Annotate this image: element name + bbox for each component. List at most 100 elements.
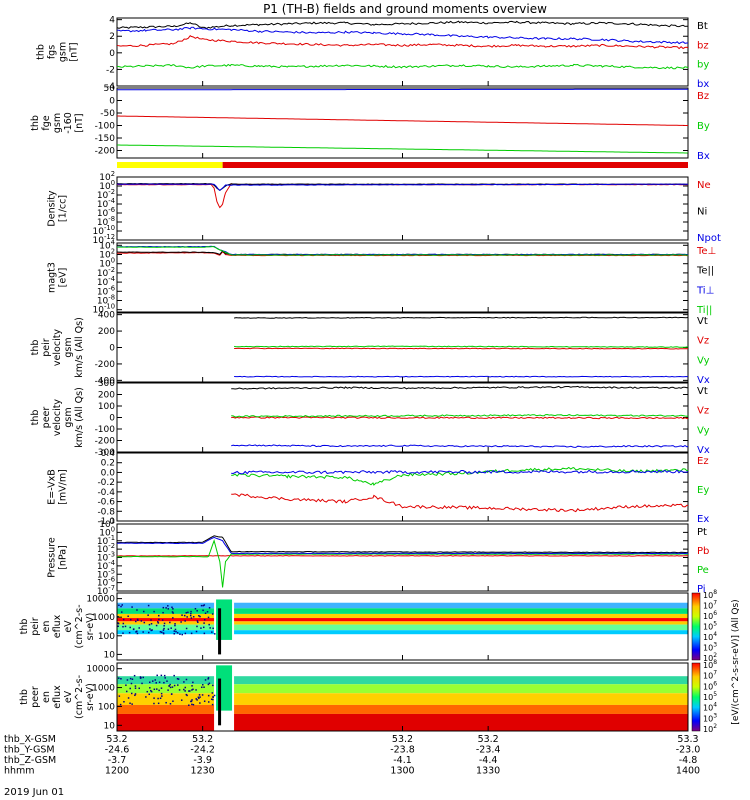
speckle [163, 625, 165, 627]
speckle [169, 686, 172, 689]
speckle [208, 607, 211, 609]
speckle [157, 622, 160, 624]
legend-Te||: Te|| [696, 266, 714, 277]
speckle [153, 688, 156, 691]
speckle [134, 685, 137, 687]
y-axis-label-line: en [41, 621, 52, 633]
speckle [187, 611, 189, 614]
speckle [197, 621, 199, 624]
y-axis-label-line: thb [30, 115, 41, 131]
date-label: 2019 Jun 01 [4, 787, 64, 798]
speckle [146, 690, 149, 693]
speckle [201, 686, 203, 689]
speckle [131, 606, 133, 608]
y-axis-label-line: thb [30, 410, 41, 426]
panel-pressure: 10110010-110-210-310-410-510-610-7PtPbPe… [97, 517, 710, 597]
speckle [122, 622, 125, 625]
speckle [160, 631, 163, 633]
series-line-Bt [116, 20, 688, 29]
speckle [139, 677, 142, 679]
speckle [149, 687, 151, 689]
speckle [179, 633, 181, 635]
y-axis-label-line: (cm^2-s- [74, 675, 85, 719]
speckle [147, 614, 149, 616]
y-axis-label-line: [nPa] [58, 545, 69, 570]
mode-bar-segment [117, 162, 223, 168]
speckle [191, 685, 193, 687]
y-axis-label-line: sr-eV) [85, 613, 96, 641]
y-axis-label-line: peir [41, 338, 52, 357]
y-axis-label-line: Density [47, 190, 58, 226]
speckle [139, 676, 142, 678]
y-tick-label: 10000 [86, 595, 115, 605]
energy-band [117, 608, 688, 614]
y-axis-label-line: velocity [52, 329, 63, 367]
speckle [211, 703, 214, 706]
spectrogram-peir_spectrogram: 10000 1000 100 10 [86, 592, 689, 661]
speckle [183, 614, 186, 617]
speckle [181, 633, 183, 636]
y-axis-label-pressure: Pressure [nPa] [47, 537, 69, 578]
y-tick-label: -200 [95, 437, 116, 447]
speckle [195, 689, 197, 691]
speckle [167, 608, 170, 610]
energy-band [117, 693, 688, 705]
x-row-value: -4.4 [479, 755, 498, 766]
event-black [218, 678, 222, 726]
speckle [202, 609, 204, 612]
speckle [165, 701, 167, 704]
speckle [199, 696, 201, 698]
speckle [160, 674, 163, 677]
y-axis-label-line: Pressure [47, 537, 58, 578]
y-axis-label-line: [nT] [74, 113, 85, 132]
speckle [117, 622, 120, 625]
y-tick-label: -150 [95, 134, 116, 144]
speckle [176, 632, 179, 634]
x-row-value: -24.6 [105, 745, 130, 756]
speckle [204, 679, 207, 681]
energy-band [117, 713, 688, 731]
series-line-Vx [234, 375, 689, 378]
speckle [150, 629, 152, 632]
y-tick-label: 50 [104, 84, 116, 94]
speckle [120, 678, 122, 680]
y-tick-label: 4 [109, 16, 115, 26]
colorbar-tick-label: 108 [703, 589, 717, 600]
series-line-Npot [117, 183, 689, 191]
y-tick-label: 1000 [92, 613, 115, 623]
x-row-value: -3.7 [108, 755, 127, 766]
speckle [207, 701, 210, 703]
y-tick-label: 0 [109, 414, 115, 424]
speckle [162, 606, 165, 609]
y-axis-label-peir_spectrogram: thb peir en eflux eV (cm^2-s-sr-eV) [19, 605, 96, 649]
speckle [174, 624, 176, 627]
speckle [143, 610, 145, 613]
y-tick-label: -100 [95, 425, 116, 435]
speckle [162, 611, 164, 614]
legend-Ex: Ex [697, 514, 709, 525]
speckle [167, 628, 170, 630]
speckle [160, 692, 163, 695]
colorbar-tick-label: 105 [703, 691, 717, 702]
speckle [156, 674, 158, 677]
speckle [162, 629, 165, 631]
y-tick-label: -400 [95, 376, 116, 386]
speckle [177, 684, 179, 686]
speckle [188, 704, 190, 706]
energy-band [117, 613, 688, 619]
speckle [161, 619, 164, 621]
speckle [200, 604, 203, 607]
speckle [203, 618, 206, 621]
x-axis-annotation: thb_X-GSM 53.2 53.2 53.2 53.2 53.3 thb_Y-GSM -2… [4, 81, 700, 777]
colorbar-tick-label: 107 [703, 670, 717, 681]
y-axis-label-line: peer [30, 686, 41, 708]
speckle [189, 614, 192, 617]
y-axis-label-line: en [41, 691, 52, 703]
y-tick-label: 100 [98, 632, 115, 642]
y-axis-label-line: eV [63, 690, 74, 703]
speckle [159, 697, 162, 699]
y-tick-label: -50 [100, 109, 115, 119]
spectrogram-peer_spectrogram: 10000 1000 100 10 [86, 662, 689, 732]
speckle [212, 698, 214, 701]
